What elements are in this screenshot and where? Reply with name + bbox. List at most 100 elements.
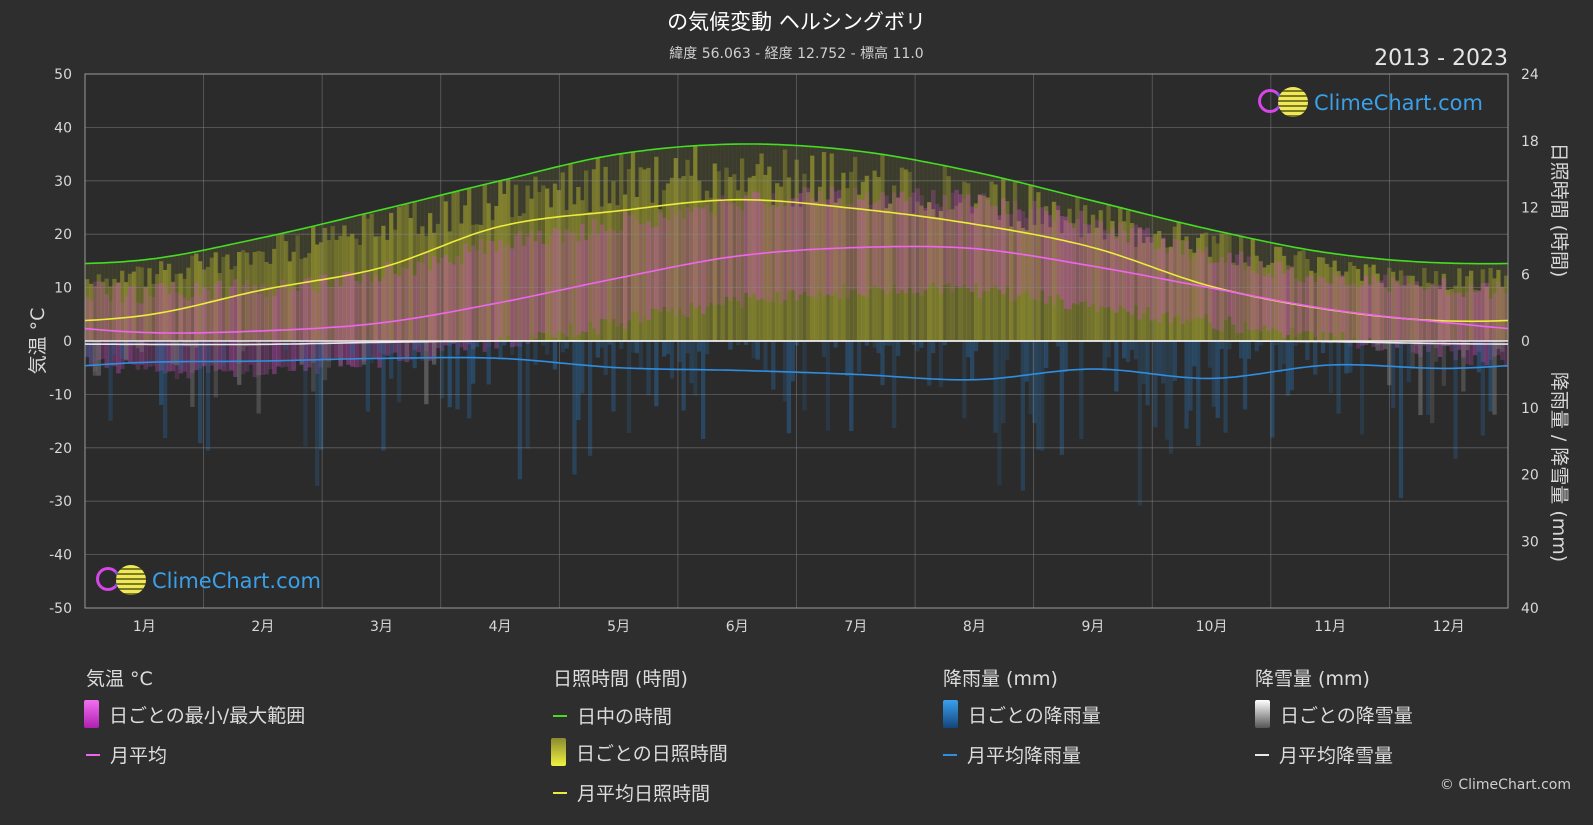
daily-sunshine-bar xyxy=(673,158,679,341)
daily-sunshine-bar xyxy=(907,171,913,341)
daylight-bar xyxy=(685,146,690,341)
legend-label: 日ごとの最小/最大範囲 xyxy=(109,704,306,727)
logo-text: ClimeChart.com xyxy=(152,569,321,593)
daily-sunshine-bar xyxy=(404,204,410,341)
daily-temperature-bar xyxy=(459,264,464,348)
daily-temperature-bar xyxy=(307,277,312,368)
daily-rain-bar xyxy=(545,341,550,355)
daily-sunshine-bar xyxy=(603,166,609,341)
daily-rain-bar xyxy=(1044,341,1049,368)
daily-rain-bar xyxy=(1223,341,1228,433)
daily-sunshine-bar xyxy=(272,248,277,341)
daily-temperature-bar xyxy=(1083,223,1088,302)
daily-temperature-bar xyxy=(1149,236,1154,321)
daily-temperature-bar xyxy=(1418,288,1423,358)
daylight-bar xyxy=(1285,245,1291,341)
daily-rain-bar xyxy=(1375,341,1380,351)
daily-sunshine-bar xyxy=(1332,260,1338,341)
daylight-bar xyxy=(853,150,858,341)
daily-rain-bar xyxy=(685,341,690,354)
daily-temperature-bar xyxy=(217,280,223,370)
daily-sunshine-bar xyxy=(630,152,636,341)
daily-temperature-bar xyxy=(911,192,917,294)
daily-sunshine-bar xyxy=(287,261,293,341)
daily-sunshine-bar xyxy=(1274,246,1279,341)
daily-temperature-bar xyxy=(732,203,737,297)
daily-sunshine-bar xyxy=(927,202,932,341)
daily-rain-bar xyxy=(389,341,394,379)
daylight-bar xyxy=(248,240,254,341)
daily-rain-bar xyxy=(1461,341,1466,392)
daily-temperature-bar xyxy=(626,215,632,321)
daily-sunshine-bar xyxy=(127,273,133,341)
daylight-bar xyxy=(907,158,913,341)
daily-temperature-bar xyxy=(420,262,425,358)
daily-rain-bar xyxy=(190,341,195,407)
daily-sunshine-bar xyxy=(147,268,152,341)
daily-sunshine-bar xyxy=(1430,283,1435,341)
daily-temperature-bar xyxy=(334,277,340,359)
daily-temperature-bar xyxy=(1047,215,1053,297)
daily-sunshine-bar xyxy=(591,169,597,341)
daily-rain-bar xyxy=(587,341,593,456)
daily-temperature-bar xyxy=(1161,237,1166,314)
daily-temperature-bar xyxy=(295,291,301,361)
daily-sunshine-bar xyxy=(1250,238,1256,341)
daily-temperature-bar xyxy=(856,199,862,294)
daily-sunshine-bar xyxy=(1079,237,1084,341)
daily-temperature-bar xyxy=(494,251,499,349)
daily-sunshine-bar xyxy=(677,178,683,341)
daily-temperature-bar xyxy=(888,204,893,293)
daily-sunshine-bar xyxy=(825,205,831,341)
daily-rain-bar xyxy=(576,341,581,421)
daily-sunshine-bar xyxy=(182,278,187,341)
daily-sunshine-bar xyxy=(864,175,870,341)
daily-sunshine-bar xyxy=(895,197,901,341)
daily-temperature-bar xyxy=(268,286,273,370)
daily-temperature-bar xyxy=(221,298,226,372)
daily-sunshine-bar xyxy=(782,149,788,341)
daily-sunshine-bar xyxy=(1500,286,1505,341)
daily-temperature-bar xyxy=(1005,214,1010,286)
daily-rain-bar xyxy=(1215,341,1220,418)
daily-temperature-bar xyxy=(474,250,480,342)
daily-sunshine-bar xyxy=(899,167,905,341)
x-tick-label: 11月 xyxy=(1314,619,1346,635)
daily-temperature-bar xyxy=(755,192,761,301)
daily-rain-bar xyxy=(626,341,632,433)
daylight-bar xyxy=(354,216,359,341)
daily-temperature-bar xyxy=(350,272,355,367)
daily-rain-bar xyxy=(1246,341,1252,359)
daily-sunshine-bar xyxy=(1262,267,1267,341)
daily-sunshine-bar xyxy=(1051,201,1057,341)
daily-sunshine-bar xyxy=(361,214,367,341)
daily-sunshine-bar xyxy=(931,209,936,341)
daily-sunshine-bar xyxy=(806,192,811,341)
daily-sunshine-bar xyxy=(478,224,484,341)
daily-rain-bar xyxy=(1032,341,1037,424)
daily-temperature-bar xyxy=(720,195,725,306)
daily-sunshine-bar xyxy=(408,218,414,341)
daily-sunshine-bar xyxy=(357,245,363,341)
daily-temperature-bar xyxy=(112,285,117,367)
daily-temperature-bar xyxy=(950,192,955,292)
daylight-bar xyxy=(135,260,141,341)
daily-sunshine-bar xyxy=(240,250,246,341)
daily-temperature-bar xyxy=(260,283,265,375)
legend-title-rain: 降雨量 (mm) xyxy=(943,668,1058,690)
daily-rain-bar xyxy=(1465,341,1470,351)
daily-sunshine-bar xyxy=(611,181,616,341)
daily-rain-bar xyxy=(1320,341,1326,353)
y-tick-label-sunshine: 12 xyxy=(1521,201,1539,217)
daylight-bar xyxy=(1102,203,1108,341)
daily-sunshine-bar xyxy=(1122,221,1127,341)
x-tick-label: 3月 xyxy=(370,619,393,635)
daylight-bar xyxy=(1472,263,1478,341)
daylight-bar xyxy=(1480,263,1486,341)
daily-temperature-bar xyxy=(1375,282,1380,345)
daylight-bar xyxy=(525,174,531,341)
daily-rain-bar xyxy=(1157,341,1162,376)
daily-rain-bar xyxy=(326,341,332,368)
daily-sunshine-bar xyxy=(131,271,137,341)
x-tick-label: 8月 xyxy=(963,619,986,635)
